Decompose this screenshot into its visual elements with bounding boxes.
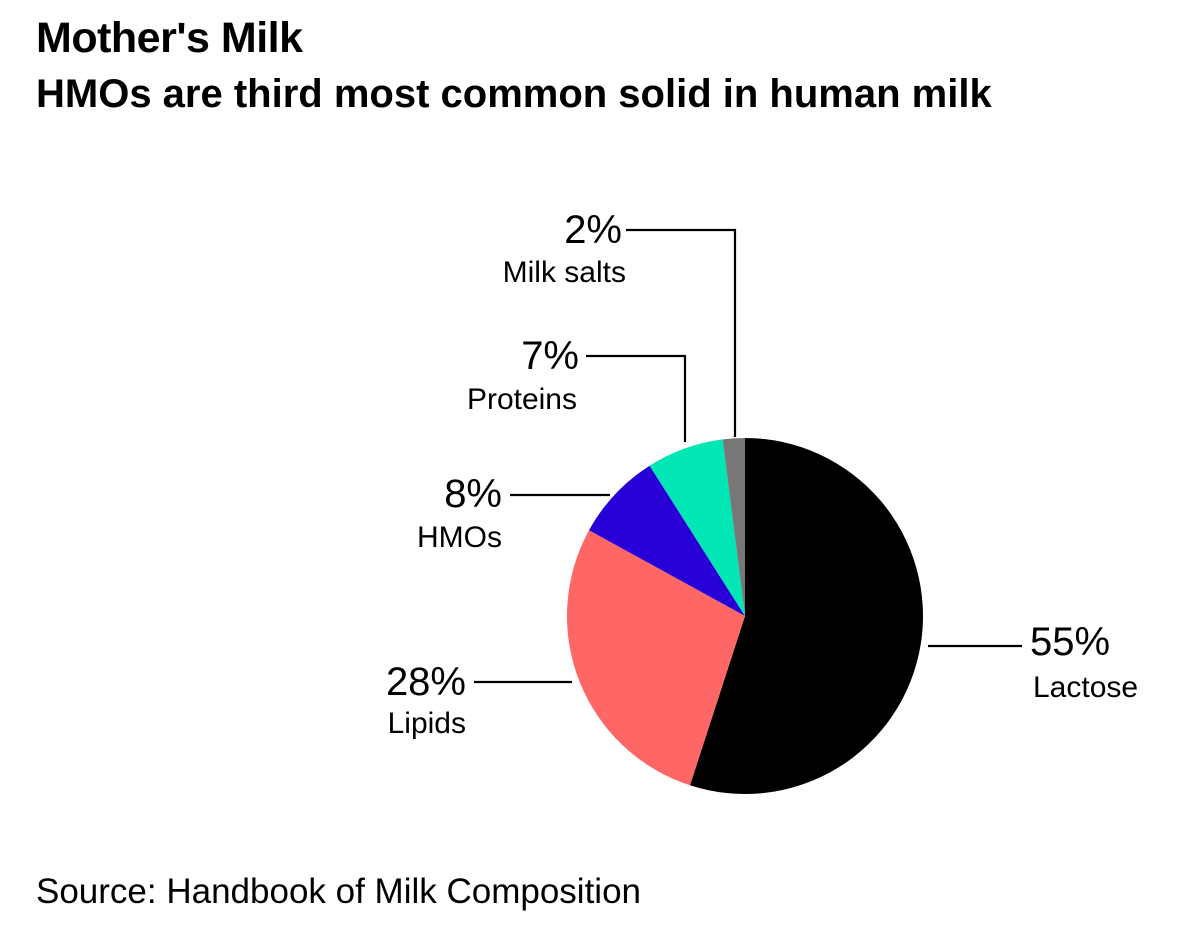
- pie-slice-hmos: [589, 465, 745, 616]
- pie-slice-proteins: [649, 439, 745, 616]
- source-note: Source: Handbook of Milk Composition: [36, 872, 642, 911]
- data-label-milk-salts-percent: 2%: [564, 208, 622, 252]
- pie-slice-lactose: [689, 438, 923, 795]
- leader-line-milk-salts: [626, 228, 737, 437]
- chart-subtitle: HMOs are third most common solid in huma…: [36, 72, 992, 116]
- chart-title: Mother's Milk: [36, 14, 303, 62]
- pie-slice-milk-salts: [722, 438, 745, 616]
- leader-lines: [474, 228, 1022, 684]
- data-label-proteins-name: Proteins: [467, 383, 577, 416]
- data-label-milk-salts-name: Milk salts: [503, 256, 626, 289]
- data-label-lipids-percent: 28%: [386, 660, 466, 704]
- data-label-proteins-percent: 7%: [521, 334, 579, 378]
- pie-slice-lipids: [567, 530, 745, 786]
- leader-line-proteins: [586, 354, 687, 442]
- pie-slices: [567, 438, 923, 795]
- data-label-hmos-name: HMOs: [417, 521, 502, 554]
- data-label-lactose-percent: 55%: [1030, 620, 1110, 664]
- data-label-hmos-percent: 8%: [444, 472, 502, 516]
- data-label-lipids-name: Lipids: [388, 707, 466, 740]
- data-label-lactose-name: Lactose: [1033, 671, 1138, 704]
